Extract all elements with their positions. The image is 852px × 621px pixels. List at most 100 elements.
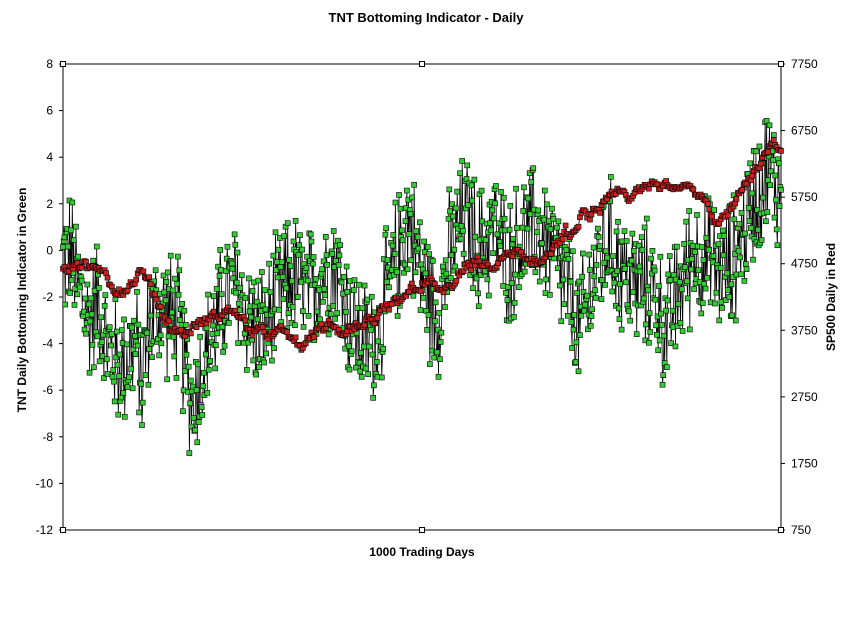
tnt-point <box>615 218 621 225</box>
sp500-point <box>725 212 731 219</box>
tnt-point <box>245 339 252 346</box>
tnt-point <box>649 247 656 254</box>
tnt-point <box>713 289 720 296</box>
tnt-point <box>756 143 763 150</box>
tnt-point <box>273 267 280 273</box>
tnt-point <box>771 214 778 221</box>
tnt-point <box>401 269 407 276</box>
tnt-point <box>609 288 616 295</box>
tnt-point <box>525 195 532 202</box>
tnt-point <box>375 338 382 345</box>
right-tick-label: 2750 <box>791 390 818 404</box>
tnt-point <box>442 257 449 264</box>
tnt-point <box>637 268 644 275</box>
tnt-point <box>87 318 94 325</box>
tnt-point <box>776 160 782 167</box>
tnt-point <box>216 273 223 279</box>
tnt-point <box>776 203 783 209</box>
tnt-point <box>292 218 299 224</box>
tnt-point <box>284 220 291 226</box>
tnt-point <box>421 238 427 245</box>
tnt-point <box>543 276 550 283</box>
tnt-point <box>464 162 471 169</box>
tnt-point <box>496 220 502 227</box>
tnt-point <box>446 186 453 193</box>
tnt-point <box>96 358 103 365</box>
tnt-point <box>643 321 649 328</box>
tnt-point <box>753 148 759 155</box>
tnt-point <box>128 365 135 372</box>
tnt-point <box>656 337 663 344</box>
tnt-point <box>399 227 405 234</box>
tnt-point <box>526 170 533 176</box>
tnt-point <box>132 351 139 357</box>
tnt-point <box>187 400 193 407</box>
tnt-point <box>212 365 219 372</box>
tnt-point <box>614 268 621 274</box>
tnt-point <box>621 228 628 234</box>
tnt-point <box>185 363 192 370</box>
sp500-point <box>146 274 152 281</box>
tnt-point <box>437 356 443 362</box>
tnt-point <box>663 307 669 314</box>
tnt-point <box>300 308 306 314</box>
plot-area <box>60 118 784 456</box>
tnt-point <box>569 248 576 255</box>
tnt-point <box>427 361 433 367</box>
tnt-point <box>188 423 195 430</box>
tnt-point <box>217 247 224 253</box>
tnt-point <box>134 288 140 295</box>
tnt-point <box>175 253 181 260</box>
right-tick-label: 6750 <box>791 124 818 138</box>
tnt-point <box>81 308 87 315</box>
tnt-point <box>275 246 282 253</box>
left-tick-label: 6 <box>46 104 53 118</box>
tnt-point <box>451 246 458 253</box>
tnt-point <box>256 364 262 370</box>
tnt-point <box>687 326 693 333</box>
tnt-point <box>436 310 443 316</box>
sp500-point <box>78 264 85 271</box>
tnt-point <box>575 368 582 375</box>
tnt-point <box>610 253 616 259</box>
tnt-point <box>573 339 580 346</box>
tnt-point <box>630 289 636 295</box>
tnt-point <box>154 336 161 342</box>
tnt-point <box>144 330 150 336</box>
tnt-point <box>231 231 238 238</box>
tnt-point <box>530 165 537 171</box>
tnt-point <box>770 157 776 164</box>
tnt-point <box>124 341 130 348</box>
tnt-point <box>755 226 761 233</box>
tnt-point <box>67 290 73 296</box>
tnt-point <box>190 383 196 390</box>
tnt-point <box>664 364 670 370</box>
tnt-point <box>205 291 211 298</box>
tnt-point <box>299 246 305 253</box>
tnt-point <box>651 267 658 274</box>
tnt-point <box>681 241 687 247</box>
tnt-point <box>660 372 667 378</box>
tnt-point <box>732 251 738 257</box>
sp500-point <box>188 330 194 337</box>
tnt-point <box>684 295 691 302</box>
tnt-point <box>735 247 742 254</box>
tnt-point <box>124 384 131 390</box>
tnt-point <box>319 266 325 273</box>
tnt-point <box>703 234 710 241</box>
tnt-point <box>567 278 574 285</box>
tnt-point <box>593 262 600 268</box>
tnt-point <box>139 422 145 428</box>
tnt-point <box>279 274 286 280</box>
tnt-point <box>356 281 362 288</box>
tnt-point <box>504 297 511 303</box>
tnt-point <box>554 265 561 272</box>
tnt-point <box>392 199 399 206</box>
tnt-point <box>121 316 127 323</box>
tnt-point <box>219 323 226 330</box>
tnt-point <box>259 269 265 275</box>
tnt-point <box>768 168 774 175</box>
tnt-point <box>101 303 108 309</box>
tnt-point <box>586 251 593 258</box>
tnt-point <box>511 314 517 320</box>
